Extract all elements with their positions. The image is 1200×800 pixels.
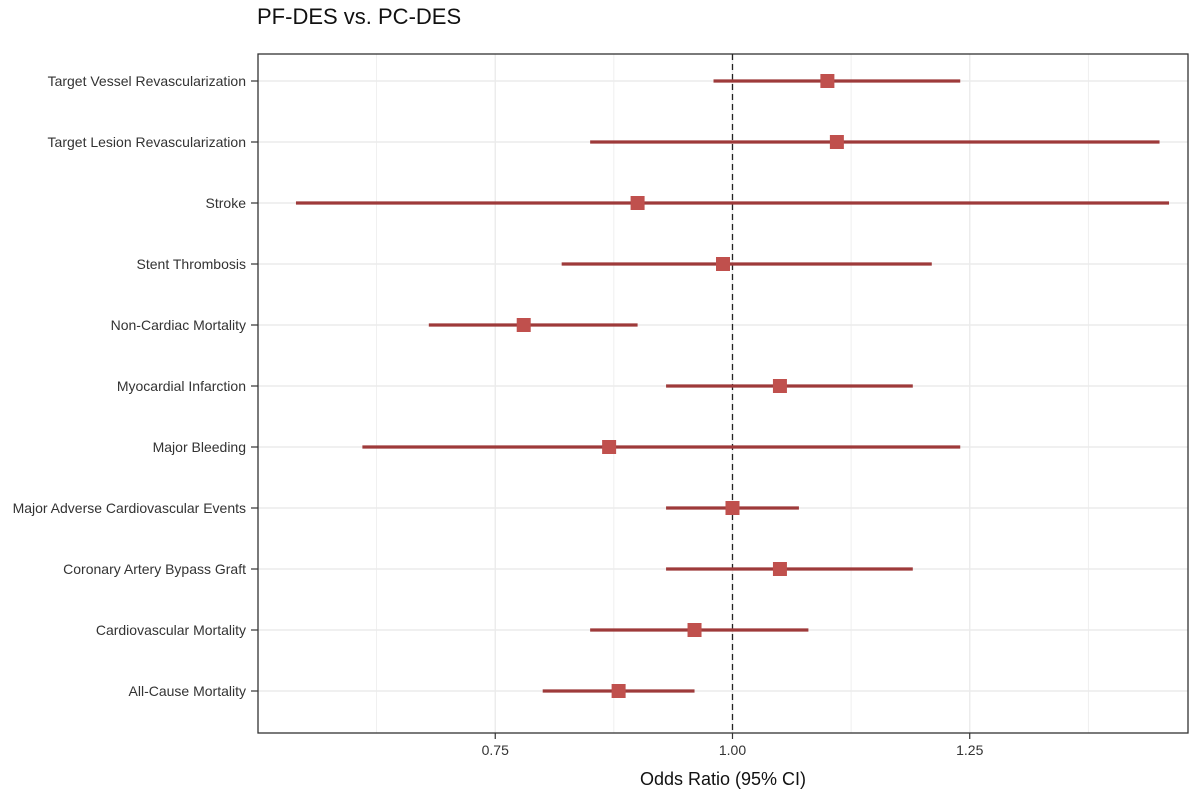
category-label: Major Bleeding	[153, 439, 246, 455]
category-label: Target Lesion Revascularization	[48, 134, 246, 150]
or-marker	[772, 379, 787, 393]
or-marker	[725, 501, 740, 515]
plot-panel-border	[257, 53, 1189, 734]
category-label: Stent Thrombosis	[137, 256, 246, 272]
x-axis-ticks: 0.75 1.00 1.25	[482, 733, 984, 758]
x-axis-title: Odds Ratio (95% CI)	[640, 769, 806, 789]
category-label: Stroke	[206, 195, 247, 211]
category-label: Coronary Artery Bypass Graft	[63, 561, 246, 577]
chart-title: PF-DES vs. PC-DES	[257, 4, 462, 29]
category-label: Myocardial Infarction	[117, 378, 246, 394]
x-tick-label: 1.00	[719, 742, 746, 758]
or-marker	[829, 135, 844, 149]
or-marker	[630, 196, 645, 210]
category-label: Cardiovascular Mortality	[96, 622, 246, 638]
category-label: Non-Cardiac Mortality	[111, 317, 246, 333]
category-label: Major Adverse Cardiovascular Events	[13, 500, 246, 516]
or-marker	[516, 318, 531, 332]
marker-layer	[516, 74, 844, 698]
or-marker	[602, 440, 617, 454]
or-marker	[687, 623, 702, 637]
x-tick-label: 0.75	[482, 742, 509, 758]
or-marker	[611, 684, 626, 698]
category-label: All-Cause Mortality	[129, 683, 246, 699]
or-marker	[820, 74, 835, 88]
or-marker	[772, 562, 787, 576]
category-labels: Target Vessel Revascularization Target Le…	[13, 73, 258, 699]
or-marker	[716, 257, 730, 271]
x-tick-label: 1.25	[956, 742, 983, 758]
category-label: Target Vessel Revascularization	[48, 73, 246, 89]
